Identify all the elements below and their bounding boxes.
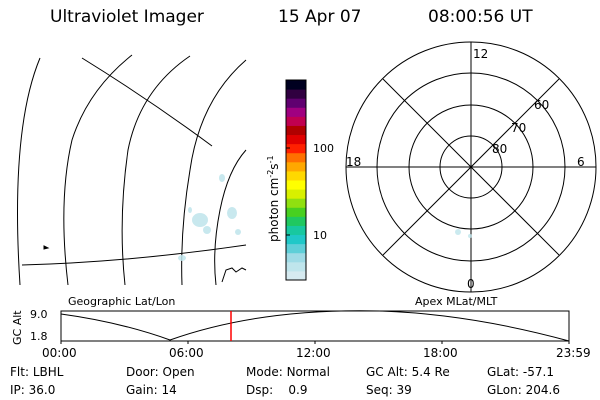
- timeline-ymin: 1.8: [30, 330, 48, 343]
- colorbar-tick-label-100: 100: [313, 142, 334, 155]
- dsp-field: Dsp: 0.9: [246, 383, 308, 397]
- timeline-ymax: 9.0: [30, 308, 48, 321]
- colorbar-stripe: [286, 80, 306, 90]
- colorbar-stripe: [286, 116, 306, 126]
- polar-emission: [455, 229, 472, 238]
- colorbar-unit-exp2: -1: [266, 155, 275, 163]
- colorbar-stripe: [286, 134, 306, 145]
- colorbar-stripe: [286, 207, 306, 217]
- colorbar-frame: [285, 79, 307, 281]
- gain-field: Gain: 14: [126, 383, 177, 397]
- timeline-tick-1800: 18:00: [423, 346, 458, 360]
- door-label: Door:: [126, 365, 159, 379]
- flt-value: LBHL: [32, 365, 64, 379]
- colorbar-unit-base: photon cm: [267, 178, 281, 242]
- colorbar: [286, 80, 306, 281]
- gain-label: Gain:: [126, 383, 158, 397]
- seq-field: Seq: 39: [366, 383, 412, 397]
- flt-label: Flt:: [10, 365, 29, 379]
- colorbar-stripe: [286, 252, 306, 263]
- colorbar-stripe: [286, 270, 306, 281]
- gain-value: 14: [161, 383, 177, 397]
- time-label: 08:00:56 UT: [428, 7, 533, 27]
- colorbar-stripe: [286, 180, 306, 190]
- timeline-ylabel: GC Alt: [11, 310, 24, 345]
- dsp-value: 0.9: [288, 383, 308, 397]
- glon-value: 204.6: [525, 383, 560, 397]
- mlt-label-12: 12: [473, 47, 488, 61]
- ip-label: IP:: [10, 383, 25, 397]
- ip-field: IP: 36.0: [10, 383, 55, 397]
- colorbar-stripe: [286, 170, 306, 181]
- lat-label-60: 60: [534, 98, 549, 112]
- gcalt-label: GC Alt:: [366, 365, 408, 379]
- colorbar-stripe: [286, 125, 306, 136]
- glat-value: -57.1: [522, 365, 554, 379]
- aurora-emission: [178, 174, 241, 261]
- timeline-tick-2359: 23:59: [556, 346, 591, 360]
- colorbar-stripe: [286, 89, 306, 99]
- mlt-label-18: 18: [346, 155, 361, 169]
- colorbar-unit-s: s: [267, 163, 281, 169]
- altitude-curve: [60, 310, 570, 342]
- colorbar-stripe: [286, 152, 306, 163]
- date-label: 15 Apr 07: [278, 7, 362, 27]
- colorbar-stripe: [286, 234, 306, 245]
- mode-value: Normal: [286, 365, 330, 379]
- colorbar-tick-label-10: 10: [313, 229, 327, 242]
- colorbar-stripe: [286, 243, 306, 254]
- lat-label-70: 70: [511, 121, 526, 135]
- geographic-map: [17, 54, 247, 286]
- timeline-right-title: Apex MLat/MLT: [415, 295, 498, 308]
- colorbar-stripe: [286, 107, 306, 117]
- colorbar-stripe: [286, 98, 306, 108]
- lat-label-80: 80: [492, 142, 507, 156]
- timeline-tick-0000: 00:00: [42, 346, 77, 360]
- door-field: Door: Open: [126, 365, 195, 379]
- door-value: Open: [162, 365, 195, 379]
- ip-value: 36.0: [28, 383, 56, 397]
- timeline-left-title: Geographic Lat/Lon: [68, 295, 175, 308]
- mlt-label-0: 0: [467, 277, 475, 291]
- colorbar-stripe: [286, 225, 306, 236]
- timeline-tick-0600: 06:00: [169, 346, 204, 360]
- seq-value: 39: [396, 383, 412, 397]
- colorbar-unit-label: photon cm-2s-1: [266, 155, 281, 242]
- colorbar-stripe: [286, 143, 306, 154]
- mode-label: Mode:: [246, 365, 283, 379]
- glon-field: GLon: 204.6: [487, 383, 560, 397]
- colorbar-stripe: [286, 261, 306, 272]
- mode-field: Mode: Normal: [246, 365, 330, 379]
- glat-label: GLat:: [487, 365, 520, 379]
- colorbar-stripe: [286, 216, 306, 226]
- glat-field: GLat: -57.1: [487, 365, 554, 379]
- timeline-plot: [60, 310, 570, 344]
- seq-label: Seq:: [366, 383, 393, 397]
- timeline-tick-1200: 12:00: [296, 346, 331, 360]
- dsp-label: Dsp:: [246, 383, 274, 397]
- colorbar-stripe: [286, 198, 306, 208]
- instrument-title: Ultraviolet Imager: [50, 7, 204, 27]
- colorbar-stripe: [286, 189, 306, 199]
- gcalt-field: GC Alt: 5.4 Re: [366, 365, 450, 379]
- flt-field: Flt: LBHL: [10, 365, 63, 379]
- colorbar-unit-exp1: -2: [266, 170, 275, 178]
- colorbar-stripe: [286, 161, 306, 172]
- glon-label: GLon:: [487, 383, 522, 397]
- mlt-label-6: 6: [577, 155, 585, 169]
- gcalt-value: 5.4 Re: [411, 365, 450, 379]
- polar-plot: [345, 41, 597, 293]
